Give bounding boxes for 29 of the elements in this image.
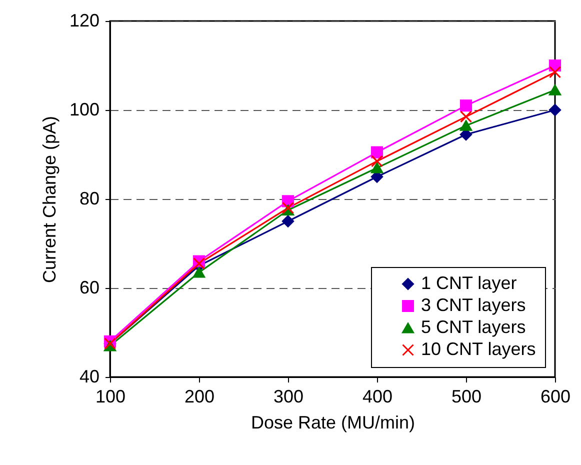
x-tick-label: 300 [273, 386, 304, 406]
legend-label: 10 CNT layers [421, 339, 536, 359]
point [460, 120, 472, 131]
x-tick-label: 100 [95, 386, 126, 406]
y-tick-label: 100 [69, 100, 100, 120]
x-tick-label: 400 [362, 386, 393, 406]
point [192, 257, 206, 270]
y-axis-title: Current Change (pA) [39, 116, 60, 284]
point [192, 267, 206, 278]
legend-label: 5 CNT layers [421, 317, 526, 337]
y-tick-label: 60 [79, 278, 100, 298]
point [370, 162, 384, 174]
point [370, 146, 384, 158]
y-tick-label: 80 [79, 188, 100, 208]
y-tick-label: 40 [79, 366, 100, 386]
point [370, 155, 384, 168]
x-tick-label: 200 [184, 386, 215, 406]
x-axis-title: Dose Rate (MU/min) [250, 412, 416, 432]
point [548, 84, 562, 96]
point [548, 66, 562, 78]
x-tick-label: 600 [540, 386, 571, 406]
x-tick-label: 500 [451, 386, 482, 406]
point [282, 215, 294, 228]
legend-label: 3 CNT layers [421, 295, 526, 315]
point [548, 104, 562, 116]
legend-label: 1 CNT layer [421, 273, 517, 293]
y-tick-label: 120 [69, 10, 100, 30]
point [460, 100, 472, 112]
point [460, 110, 472, 123]
